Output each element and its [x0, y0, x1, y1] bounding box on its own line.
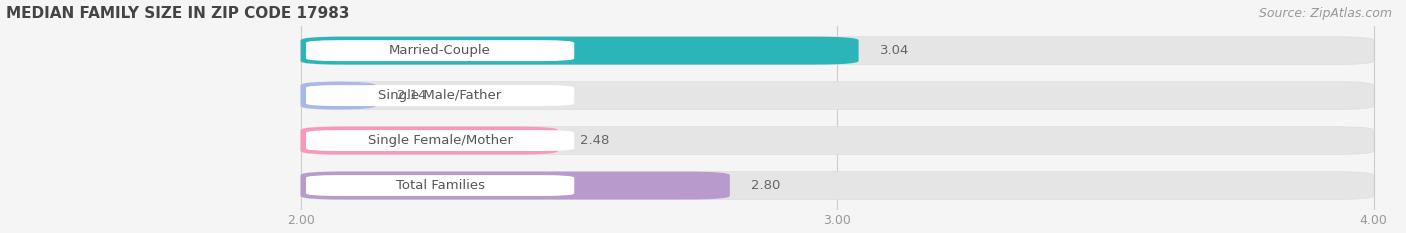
Text: Source: ZipAtlas.com: Source: ZipAtlas.com: [1258, 7, 1392, 20]
FancyBboxPatch shape: [301, 127, 1374, 154]
FancyBboxPatch shape: [301, 171, 1374, 199]
FancyBboxPatch shape: [301, 127, 558, 154]
FancyBboxPatch shape: [307, 175, 574, 196]
Text: 3.04: 3.04: [880, 44, 910, 57]
FancyBboxPatch shape: [301, 37, 859, 65]
Text: MEDIAN FAMILY SIZE IN ZIP CODE 17983: MEDIAN FAMILY SIZE IN ZIP CODE 17983: [6, 6, 349, 21]
FancyBboxPatch shape: [301, 82, 1374, 110]
Text: Single Female/Mother: Single Female/Mother: [368, 134, 513, 147]
Text: 2.48: 2.48: [579, 134, 609, 147]
FancyBboxPatch shape: [301, 37, 1374, 65]
FancyBboxPatch shape: [307, 130, 574, 151]
Text: Married-Couple: Married-Couple: [389, 44, 491, 57]
Text: Single Male/Father: Single Male/Father: [378, 89, 502, 102]
Text: 2.14: 2.14: [398, 89, 426, 102]
Text: Total Families: Total Families: [395, 179, 485, 192]
FancyBboxPatch shape: [301, 171, 730, 199]
FancyBboxPatch shape: [307, 40, 574, 61]
FancyBboxPatch shape: [307, 85, 574, 106]
FancyBboxPatch shape: [301, 82, 375, 110]
Text: 2.80: 2.80: [751, 179, 780, 192]
